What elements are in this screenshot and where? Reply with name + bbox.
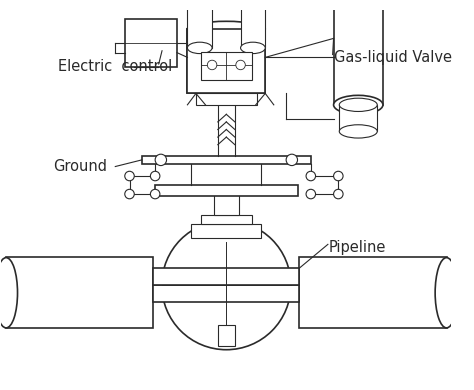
Ellipse shape bbox=[334, 95, 383, 114]
Ellipse shape bbox=[150, 189, 160, 199]
Bar bbox=[339, 105, 377, 131]
Bar bbox=[125, 20, 177, 67]
Ellipse shape bbox=[0, 258, 18, 328]
Bar bbox=[142, 156, 311, 164]
Bar bbox=[300, 257, 447, 328]
Bar bbox=[334, 0, 383, 105]
Ellipse shape bbox=[334, 189, 343, 199]
Ellipse shape bbox=[236, 60, 246, 70]
Ellipse shape bbox=[334, 171, 343, 181]
Ellipse shape bbox=[207, 60, 217, 70]
Ellipse shape bbox=[306, 189, 316, 199]
Bar bbox=[196, 94, 257, 105]
Text: Gas-liquid Valve: Gas-liquid Valve bbox=[334, 50, 452, 65]
Bar bbox=[241, 0, 265, 48]
Ellipse shape bbox=[286, 154, 298, 166]
Ellipse shape bbox=[155, 154, 166, 166]
Ellipse shape bbox=[435, 258, 458, 328]
Ellipse shape bbox=[241, 42, 265, 53]
Bar bbox=[191, 224, 262, 238]
Ellipse shape bbox=[162, 221, 291, 350]
Ellipse shape bbox=[187, 42, 212, 53]
Text: Pipeline: Pipeline bbox=[329, 240, 386, 255]
Bar bbox=[187, 29, 265, 94]
Bar bbox=[218, 325, 235, 346]
Ellipse shape bbox=[339, 98, 377, 112]
Bar bbox=[6, 257, 153, 328]
Ellipse shape bbox=[187, 21, 265, 37]
Bar bbox=[155, 184, 298, 196]
Text: Ground: Ground bbox=[54, 159, 108, 174]
Bar bbox=[153, 285, 300, 302]
Bar bbox=[201, 215, 252, 224]
Text: Electric  control: Electric control bbox=[58, 59, 173, 74]
Ellipse shape bbox=[306, 171, 316, 181]
Ellipse shape bbox=[125, 189, 134, 199]
Bar bbox=[214, 194, 239, 215]
Ellipse shape bbox=[339, 125, 377, 138]
Bar bbox=[187, 0, 212, 48]
Bar bbox=[153, 268, 300, 285]
Ellipse shape bbox=[125, 171, 134, 181]
Bar bbox=[201, 52, 252, 80]
Bar bbox=[187, 29, 265, 94]
Ellipse shape bbox=[150, 171, 160, 181]
